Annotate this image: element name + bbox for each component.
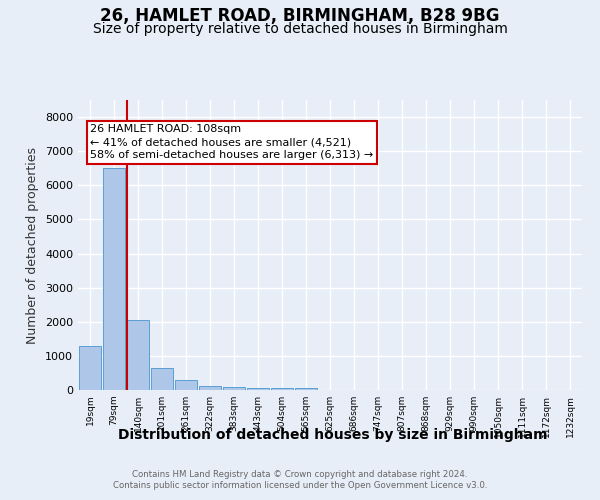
Text: Contains public sector information licensed under the Open Government Licence v3: Contains public sector information licen… xyxy=(113,481,487,490)
Text: 26 HAMLET ROAD: 108sqm
← 41% of detached houses are smaller (4,521)
58% of semi-: 26 HAMLET ROAD: 108sqm ← 41% of detached… xyxy=(90,124,373,160)
Bar xyxy=(79,346,101,390)
Text: Size of property relative to detached houses in Birmingham: Size of property relative to detached ho… xyxy=(92,22,508,36)
Bar xyxy=(295,388,317,390)
Bar xyxy=(271,388,293,390)
Text: Distribution of detached houses by size in Birmingham: Distribution of detached houses by size … xyxy=(118,428,548,442)
Bar xyxy=(103,168,125,390)
Text: 26, HAMLET ROAD, BIRMINGHAM, B28 9BG: 26, HAMLET ROAD, BIRMINGHAM, B28 9BG xyxy=(100,8,500,26)
Bar xyxy=(127,320,149,390)
Text: Contains HM Land Registry data © Crown copyright and database right 2024.: Contains HM Land Registry data © Crown c… xyxy=(132,470,468,479)
Y-axis label: Number of detached properties: Number of detached properties xyxy=(26,146,40,344)
Bar xyxy=(151,368,173,390)
Bar xyxy=(223,387,245,390)
Bar xyxy=(175,380,197,390)
Bar xyxy=(199,386,221,390)
Bar xyxy=(247,388,269,390)
